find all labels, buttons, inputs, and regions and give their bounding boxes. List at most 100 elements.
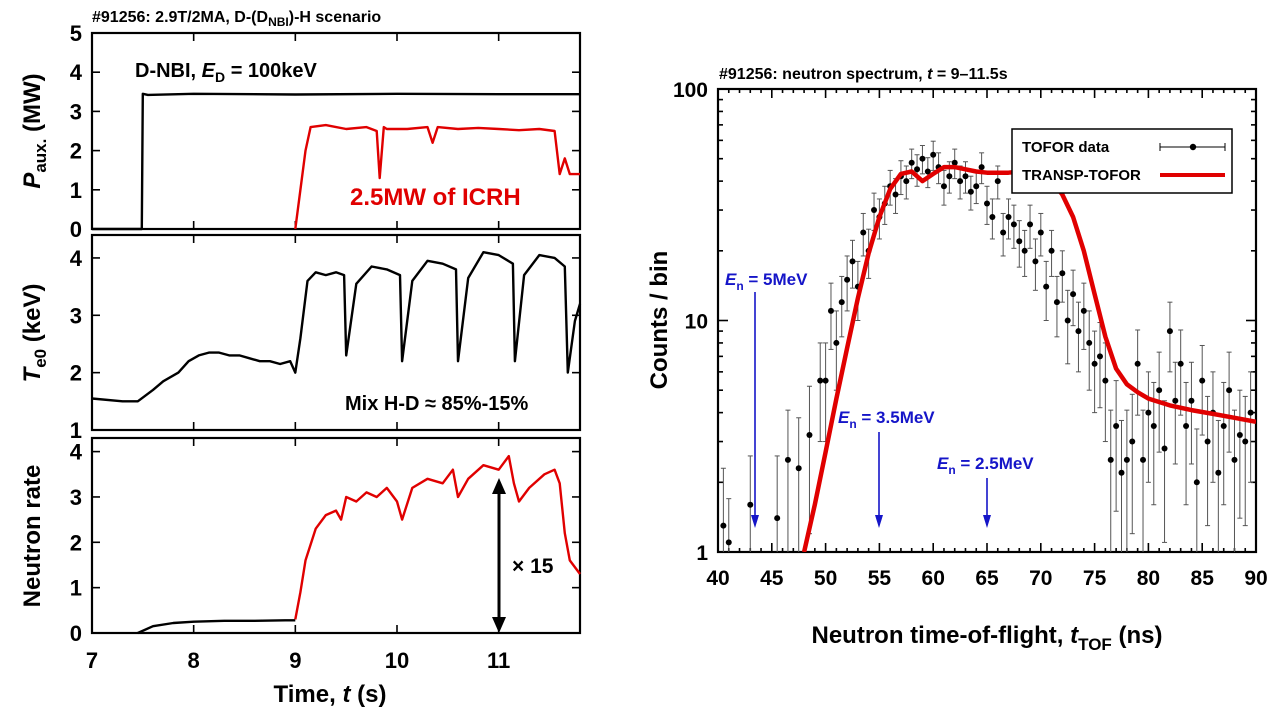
- data-point: [978, 164, 985, 171]
- neutron-panel-frame: [90, 436, 582, 635]
- data-point: [1021, 247, 1028, 254]
- data-point: [1140, 456, 1147, 463]
- data-point: [833, 339, 840, 346]
- data-point: [903, 178, 910, 185]
- right-figure: #91256: neutron spectrum, t = 9–11.5s 40…: [646, 66, 1268, 654]
- data-point: [1027, 221, 1034, 228]
- data-point: [984, 200, 990, 207]
- data-point: [1043, 283, 1050, 290]
- legend-data-label: TOFOR data: [1022, 139, 1110, 156]
- energy-marker-label: En = 5MeV: [725, 270, 808, 293]
- te-ytick-label: 3: [70, 303, 82, 328]
- legend-data-symbol: [1159, 143, 1226, 151]
- data-point: [1113, 423, 1120, 430]
- data-point: [930, 151, 937, 158]
- data-point: [871, 207, 878, 214]
- data-point: [774, 515, 781, 522]
- data-point: [919, 155, 926, 162]
- data-point: [1166, 328, 1173, 335]
- data-point: [827, 307, 834, 314]
- data-point: [1118, 469, 1125, 476]
- spectrum-xtick-label: 40: [706, 567, 729, 590]
- data-point: [1102, 377, 1109, 384]
- paux-ytick-label: 5: [70, 21, 82, 46]
- data-point: [1000, 229, 1007, 236]
- data-point: [1123, 456, 1130, 463]
- left-xlabel: Time, t (s): [274, 681, 387, 708]
- te-ytick-label: 4: [70, 246, 83, 271]
- neutron-ytick-label: 4: [70, 440, 83, 465]
- data-point: [914, 166, 921, 173]
- spectrum-xtick-label: 90: [1244, 567, 1267, 590]
- neutron-ytick-label: 2: [70, 530, 82, 555]
- data-point: [817, 377, 824, 384]
- paux-ylabel: Paux. (MW): [19, 73, 50, 188]
- neutron-series-line: [294, 454, 581, 620]
- neutron-ytick-label: 1: [70, 576, 82, 601]
- data-point: [962, 173, 969, 180]
- data-point: [1010, 221, 1017, 228]
- neutron-ytick-label: 0: [70, 621, 82, 646]
- data-point: [1086, 339, 1093, 346]
- te-series-line: [91, 250, 582, 403]
- data-point: [1172, 397, 1179, 404]
- data-point: [1005, 213, 1012, 220]
- spectrum-xlabel: Neutron time-of-flight, tTOF (ns): [812, 622, 1163, 654]
- te-ylabel: Te0 (keV): [19, 284, 50, 383]
- time-xtick-label: 8: [188, 648, 200, 673]
- paux-ytick-label: 0: [70, 217, 82, 242]
- spectrum-ytick-label: 10: [685, 311, 708, 334]
- spectrum-xtick-label: 60: [922, 567, 945, 590]
- data-point: [1107, 456, 1114, 463]
- spectrum-xtick-label: 75: [1083, 567, 1107, 590]
- data-point: [957, 178, 964, 185]
- time-xtick-label: 10: [385, 648, 409, 673]
- data-point: [1242, 438, 1249, 445]
- data-point: [1037, 229, 1044, 236]
- data-point: [1177, 360, 1184, 367]
- time-xtick-label: 9: [289, 648, 301, 673]
- data-point: [1032, 258, 1039, 265]
- spectrum-legend: TOFOR data TRANSP-TOFOR: [1011, 128, 1233, 194]
- transp-tofor-curve: [801, 164, 1256, 552]
- factor-annotation: × 15: [512, 555, 554, 578]
- data-point: [940, 183, 947, 190]
- data-point: [924, 168, 931, 175]
- spectrum-ytick-label: 100: [673, 79, 708, 102]
- data-point: [1145, 409, 1152, 416]
- data-point: [1064, 317, 1071, 324]
- right-title: #91256: neutron spectrum, t = 9–11.5s: [719, 66, 1008, 83]
- left-figure: #91256: 2.9T/2MA, D-(DNBI)-H scenario 0 1…: [19, 9, 582, 708]
- te-ytick-label: 2: [70, 361, 82, 386]
- data-point: [747, 501, 754, 508]
- legend-box: [1011, 128, 1233, 194]
- data-point: [1016, 238, 1023, 245]
- paux-ytick-label: 1: [70, 178, 82, 203]
- energy-marker-5mev: En = 5MeV: [725, 270, 808, 528]
- data-point: [860, 229, 867, 236]
- spectrum-ylabel: Counts / bin: [646, 251, 673, 390]
- data-point: [1188, 397, 1195, 404]
- spectrum-ytick-label: 1: [696, 542, 708, 565]
- data-point: [725, 539, 732, 546]
- data-point: [844, 276, 851, 283]
- spectrum-xtick-label: 45: [760, 567, 784, 590]
- spectrum-xtick-label: 80: [1137, 567, 1160, 590]
- data-point: [1080, 307, 1087, 314]
- neutron-series-line: [137, 619, 296, 635]
- data-point: [1215, 469, 1222, 476]
- data-point: [849, 258, 856, 265]
- time-xtick-label: 11: [487, 648, 510, 673]
- paux-ytick-label: 2: [70, 139, 82, 164]
- spectrum-clipped-group: [720, 140, 1256, 552]
- spectrum-xtick-label: 55: [868, 567, 892, 590]
- data-point: [784, 456, 791, 463]
- data-point: [1075, 328, 1082, 335]
- data-point: [892, 191, 899, 198]
- data-point: [1150, 423, 1157, 430]
- data-point: [1059, 270, 1066, 277]
- data-point: [1231, 456, 1238, 463]
- neutron-ytick-label: 3: [70, 485, 82, 510]
- legend-model-label: TRANSP-TOFOR: [1022, 167, 1141, 184]
